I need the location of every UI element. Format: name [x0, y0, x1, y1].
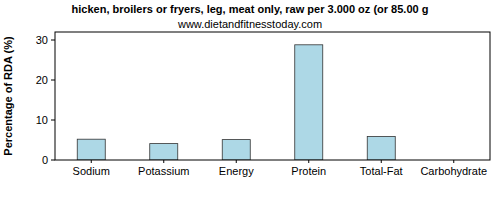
- x-tick-label: Protein: [291, 165, 326, 177]
- y-tick-label: 10: [36, 114, 48, 126]
- bar: [295, 45, 323, 160]
- y-tick: [51, 160, 55, 161]
- x-tick: [381, 160, 382, 163]
- chart: hicken, broilers or fryers, leg, meat on…: [0, 0, 500, 200]
- y-tick: [51, 40, 55, 41]
- bar: [222, 140, 250, 160]
- bar: [367, 136, 395, 160]
- bar: [77, 139, 105, 160]
- title: hicken, broilers or fryers, leg, meat on…: [72, 3, 429, 15]
- bars: [77, 45, 395, 160]
- y-tick: [51, 120, 55, 121]
- y-tick-label: 20: [36, 74, 48, 86]
- x-tick: [308, 160, 309, 163]
- x-tick-label: Energy: [219, 165, 254, 177]
- y-tick-label: 30: [36, 34, 48, 46]
- x-tick-label: Sodium: [73, 165, 110, 177]
- x-tick-label: Total-Fat: [360, 165, 403, 177]
- y-axis-label: Percentage of RDA (%): [2, 36, 14, 156]
- subtitle: www.dietandfitnesstoday.com: [177, 18, 322, 30]
- y-tick-label: 0: [42, 154, 48, 166]
- x-tick-label: Potassium: [138, 165, 189, 177]
- x-tick: [163, 160, 164, 163]
- x-tick: [453, 160, 454, 163]
- x-tick-label: Carbohydrate: [420, 165, 487, 177]
- x-tick: [91, 160, 92, 163]
- bar: [150, 144, 178, 160]
- plot-frame: [55, 32, 490, 160]
- x-tick: [236, 160, 237, 163]
- y-tick: [51, 80, 55, 81]
